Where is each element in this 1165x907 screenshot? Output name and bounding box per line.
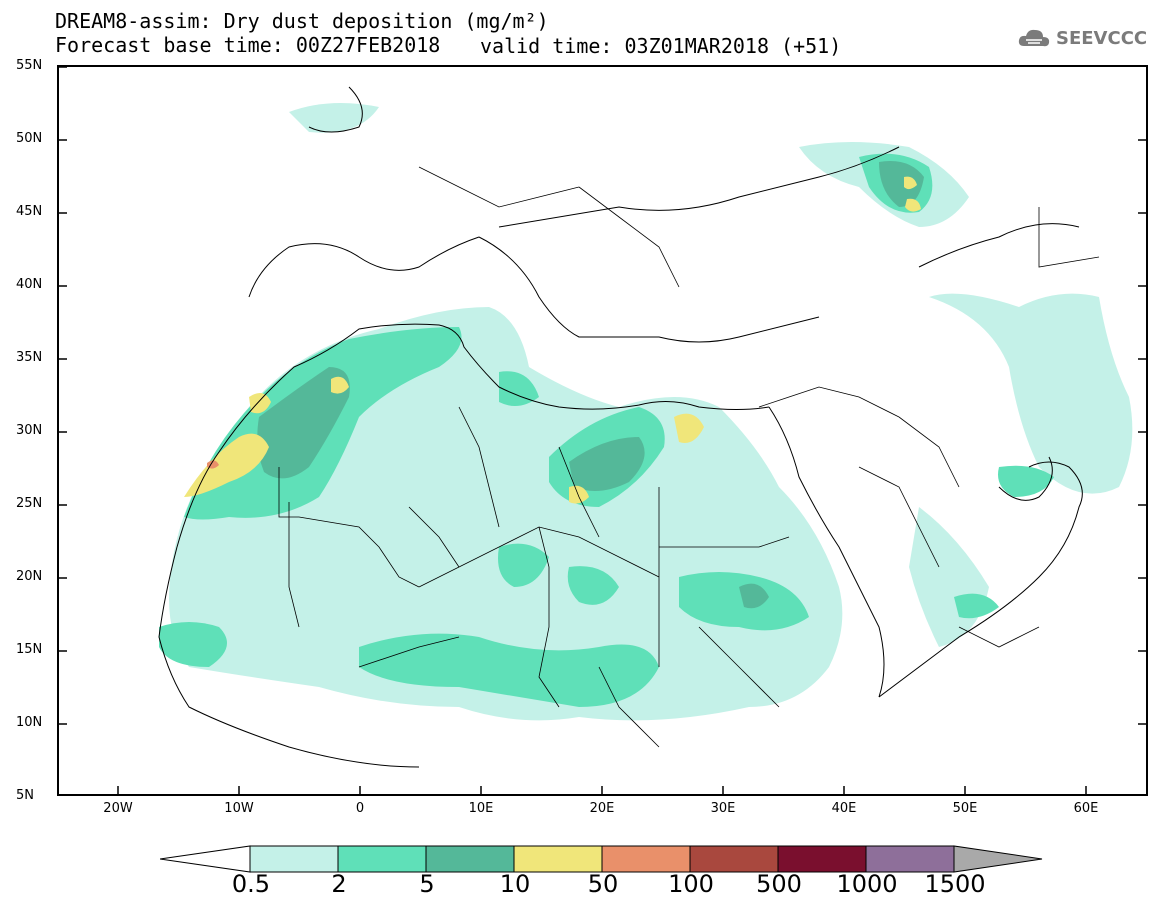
- lat-label: 5N: [16, 788, 34, 803]
- dust-level-2-fill: [159, 153, 1054, 707]
- colorbar-segment: [777, 845, 867, 873]
- lon-label: 10E: [468, 801, 494, 816]
- colorbar-label: 5: [419, 870, 435, 898]
- country-borders: [278, 166, 1100, 748]
- axis-ticks: [59, 67, 1146, 794]
- lon-label: 50E: [952, 801, 978, 816]
- colorbar-segment: [865, 845, 955, 873]
- dust-deposition-map: [57, 65, 1148, 796]
- map-title: DREAM8-assim: Dry dust deposition (mg/m²…: [55, 9, 549, 33]
- colorbar-label: 2: [331, 870, 347, 898]
- cloud-icon: [1018, 29, 1050, 47]
- lon-label: 40E: [831, 801, 857, 816]
- map-canvas: [59, 67, 1146, 794]
- colorbar-segment: [689, 845, 779, 873]
- lon-label: 60E: [1073, 801, 1099, 816]
- lat-label: 35N: [16, 350, 43, 365]
- colorbar-label: 50: [587, 870, 619, 898]
- coastlines: [158, 86, 1083, 768]
- colorbar: [160, 845, 1043, 873]
- colorbar-segment: [601, 845, 691, 873]
- colorbar-label: 0.5: [231, 870, 271, 898]
- lon-label: 0: [355, 801, 365, 816]
- dust-level-5-fill: [257, 161, 924, 609]
- colorbar-label: 500: [756, 870, 802, 898]
- lat-label: 20N: [16, 569, 43, 584]
- colorbar-low-arrow: [160, 845, 251, 873]
- lat-label: 30N: [16, 423, 43, 438]
- colorbar-label: 100: [668, 870, 714, 898]
- colorbar-label: 10: [499, 870, 531, 898]
- colorbar-segment: [337, 845, 427, 873]
- colorbar-segment: [513, 845, 603, 873]
- valid-time: valid time: 03Z01MAR2018 (+51): [480, 34, 842, 58]
- lon-label: 30E: [710, 801, 736, 816]
- lon-label: 20W: [103, 801, 133, 816]
- colorbar-high-arrow: [953, 845, 1043, 873]
- colorbar-label: 1500: [924, 870, 986, 898]
- lon-label: 20E: [589, 801, 615, 816]
- colorbar-segment: [249, 845, 339, 873]
- logo-text: SEEVCCC: [1056, 27, 1148, 49]
- lat-label: 15N: [16, 642, 43, 657]
- colorbar-segment: [425, 845, 515, 873]
- lat-label: 40N: [16, 277, 43, 292]
- lat-label: 45N: [16, 204, 43, 219]
- forecast-base-time: Forecast base time: 00Z27FEB2018: [55, 33, 441, 57]
- lat-label: 50N: [16, 131, 43, 146]
- dust-level-10-fill: [184, 176, 921, 504]
- colorbar-label: 1000: [836, 870, 898, 898]
- lat-label: 55N: [16, 58, 43, 73]
- lat-label: 25N: [16, 496, 43, 511]
- lat-label: 10N: [16, 715, 43, 730]
- seevccc-logo: SEEVCCC: [1016, 26, 1147, 50]
- lon-label: 10W: [224, 801, 254, 816]
